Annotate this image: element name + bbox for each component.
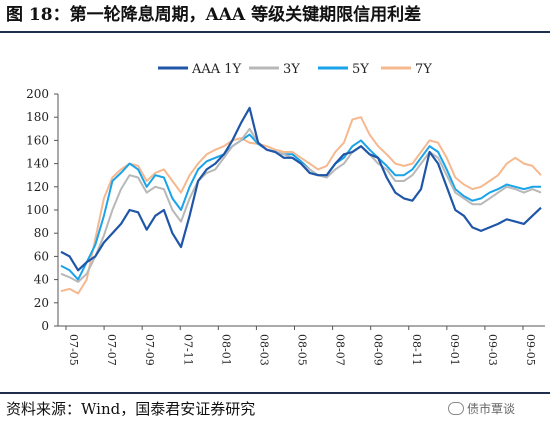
x-tick-label: 08-11 [410,334,423,366]
watermark: 债市覃谈 [448,400,515,417]
chart-legend: AAA 1Y 3Y 5Y 7Y [158,62,432,77]
source-rule [0,392,550,394]
credit-spread-chart: AAA 1Y 3Y 5Y 7Y 0 20 40 60 80 100 120 140 160 180 200… [26,62,545,366]
y-tick-label: 0 [41,319,49,333]
plot-area [60,106,542,295]
wechat-icon [448,402,464,415]
watermark-text: 债市覃谈 [467,402,516,416]
legend-label-5y: 5Y [352,62,369,77]
series-line-7y [60,116,542,295]
x-tick-label: 08-03 [257,334,270,366]
x-tick-label: 07-07 [105,334,118,366]
series-line-3y [60,127,542,283]
legend-label-7y: 7Y [415,62,432,77]
x-tick-label: 08-09 [372,334,385,366]
x-tick-label: 08-01 [219,334,232,366]
series-line-aaa-1y [60,106,542,272]
y-tick-label: 20 [34,296,49,310]
y-tick-label: 120 [26,180,49,194]
y-tick-label: 180 [26,110,49,124]
x-tick-label: 07-11 [181,334,194,366]
title-rule [0,31,550,33]
y-axis: 0 20 40 60 80 100 120 140 160 180 200 [26,87,59,333]
x-tick-label: 09-05 [524,334,537,366]
y-tick-label: 40 [34,273,49,287]
series-line-5y [60,133,541,281]
y-tick-label: 60 [34,249,49,263]
x-tick-label: 09-01 [448,334,461,366]
figure-title: 图 18：第一轮降息周期，AAA 等级关键期限信用利差 [6,5,422,25]
x-tick-label: 08-07 [334,334,347,366]
source-note: 资料来源：Wind，国泰君安证券研究 [6,400,256,418]
legend-label-aaa-1y: AAA 1Y [191,62,242,77]
y-tick-label: 80 [34,226,49,240]
y-tick-label: 160 [26,133,49,147]
x-axis: 07-05 07-07 07-09 07-11 08-01 08-03 08-05 08-07… [58,325,545,366]
x-tick-label: 08-05 [296,334,309,366]
y-tick-label: 140 [26,157,49,171]
x-tick-label: 09-03 [486,334,499,366]
legend-label-3y: 3Y [283,62,300,77]
x-tick-label: 07-05 [67,334,80,366]
y-tick-label: 100 [26,203,49,217]
x-tick-label: 07-09 [143,334,156,366]
y-tick-label: 200 [26,87,49,101]
